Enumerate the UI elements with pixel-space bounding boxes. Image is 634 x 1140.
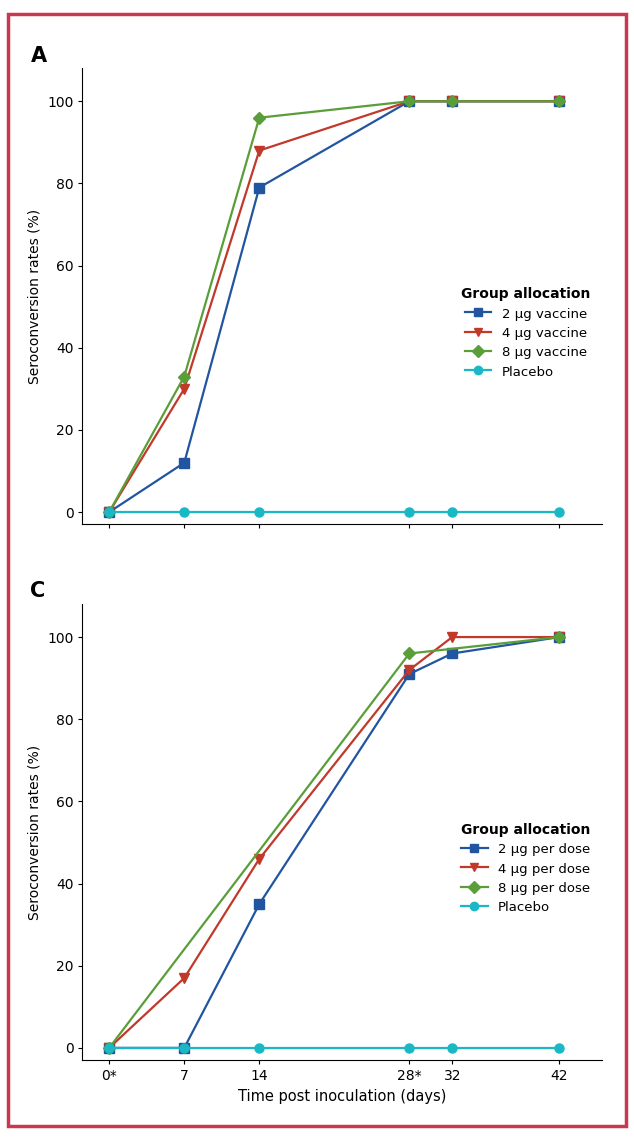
Placebo: [448, 1041, 456, 1054]
Placebo: [181, 1041, 188, 1054]
4 μg vaccine: [555, 95, 563, 108]
2 μg vaccine: [105, 505, 113, 519]
4 μg vaccine: [181, 382, 188, 396]
8 μg per dose: [555, 630, 563, 644]
Line: Placebo: Placebo: [105, 507, 564, 516]
8 μg vaccine: [181, 369, 188, 383]
8 μg vaccine: [448, 95, 456, 108]
4 μg per dose: [256, 852, 263, 865]
4 μg vaccine: [406, 95, 413, 108]
4 μg per dose: [555, 630, 563, 644]
Placebo: [406, 1041, 413, 1054]
2 μg vaccine: [448, 95, 456, 108]
8 μg vaccine: [406, 95, 413, 108]
4 μg per dose: [406, 663, 413, 677]
Line: 8 μg per dose: 8 μg per dose: [105, 633, 564, 1052]
Text: A: A: [30, 46, 46, 66]
Line: 2 μg vaccine: 2 μg vaccine: [105, 97, 564, 516]
8 μg vaccine: [256, 111, 263, 124]
Placebo: [448, 505, 456, 519]
Line: 4 μg per dose: 4 μg per dose: [105, 633, 564, 1052]
X-axis label: Time post inoculation (days): Time post inoculation (days): [238, 1089, 446, 1104]
4 μg per dose: [105, 1041, 113, 1054]
Text: C: C: [30, 581, 46, 602]
Placebo: [105, 1041, 113, 1054]
Y-axis label: Seroconversion rates (%): Seroconversion rates (%): [27, 744, 41, 920]
2 μg per dose: [181, 1041, 188, 1054]
Line: Placebo: Placebo: [105, 1043, 564, 1052]
Line: 2 μg per dose: 2 μg per dose: [105, 633, 564, 1052]
Legend: 2 μg per dose, 4 μg per dose, 8 μg per dose, Placebo: 2 μg per dose, 4 μg per dose, 8 μg per d…: [456, 817, 596, 920]
4 μg per dose: [181, 971, 188, 985]
2 μg per dose: [406, 667, 413, 681]
Y-axis label: Seroconversion rates (%): Seroconversion rates (%): [27, 209, 41, 384]
Placebo: [406, 505, 413, 519]
8 μg per dose: [406, 646, 413, 660]
2 μg per dose: [555, 630, 563, 644]
2 μg vaccine: [406, 95, 413, 108]
8 μg per dose: [105, 1041, 113, 1054]
Line: 4 μg vaccine: 4 μg vaccine: [105, 97, 564, 516]
2 μg per dose: [105, 1041, 113, 1054]
8 μg vaccine: [105, 505, 113, 519]
Line: 8 μg vaccine: 8 μg vaccine: [105, 97, 564, 516]
Legend: 2 μg vaccine, 4 μg vaccine, 8 μg vaccine, Placebo: 2 μg vaccine, 4 μg vaccine, 8 μg vaccine…: [456, 282, 596, 384]
4 μg vaccine: [105, 505, 113, 519]
Placebo: [555, 1041, 563, 1054]
8 μg vaccine: [555, 95, 563, 108]
2 μg vaccine: [555, 95, 563, 108]
4 μg per dose: [448, 630, 456, 644]
2 μg vaccine: [256, 181, 263, 195]
4 μg vaccine: [448, 95, 456, 108]
Placebo: [256, 1041, 263, 1054]
2 μg per dose: [256, 897, 263, 911]
Placebo: [105, 505, 113, 519]
2 μg vaccine: [181, 456, 188, 470]
Placebo: [256, 505, 263, 519]
4 μg vaccine: [256, 144, 263, 157]
Placebo: [555, 505, 563, 519]
Placebo: [181, 505, 188, 519]
2 μg per dose: [448, 646, 456, 660]
